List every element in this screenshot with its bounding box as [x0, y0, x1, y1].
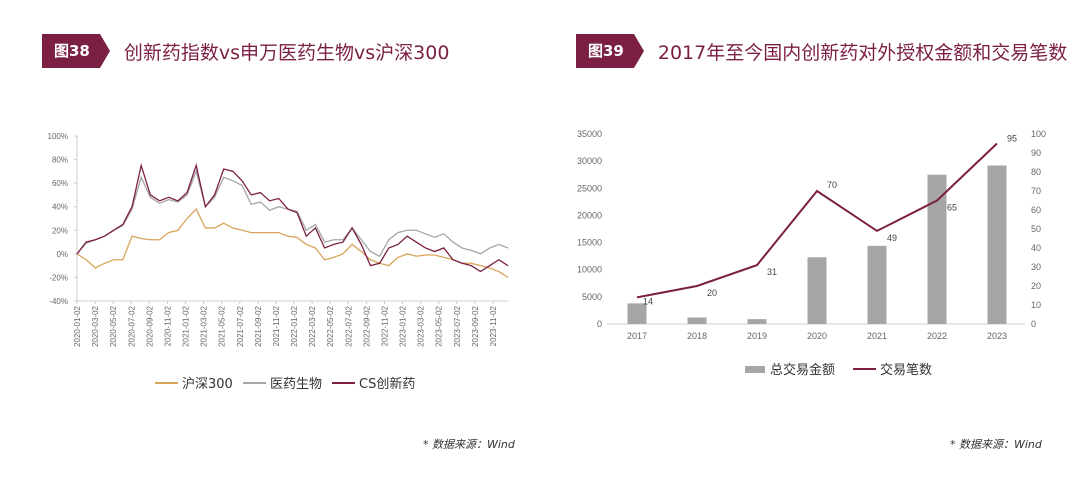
x-tick-label: 2021-01-02 [182, 305, 191, 346]
y-tick-label: 60% [52, 179, 68, 188]
right-y-tick-label: 0 [1031, 319, 1036, 329]
legend-label: 沪深300 [182, 376, 233, 392]
bar-2017 [627, 303, 647, 324]
figure39-badge: 图39 [576, 34, 644, 68]
left-y-tick-label: 5000 [582, 292, 602, 302]
x-tick-label: 2023-11-02 [489, 305, 498, 346]
x-tick-label: 2020-07-02 [127, 305, 136, 346]
data-label: 14 [643, 296, 653, 306]
legend-label: 医药生物 [270, 377, 322, 392]
x-tick-label: 2022-05-02 [326, 305, 335, 346]
bar-2018 [687, 317, 707, 324]
data-label: 65 [947, 203, 957, 213]
x-tick-label: 2017 [627, 331, 647, 341]
x-tick-label: 2023-03-02 [417, 305, 426, 346]
x-tick-label: 2020-01-02 [73, 305, 82, 346]
x-tick-label: 2020 [807, 331, 827, 341]
figure39-source: * 数据来源：Wind [950, 438, 1042, 451]
right-y-tick-label: 80 [1031, 167, 1041, 177]
y-tick-label: -40% [49, 297, 68, 306]
x-tick-label: 2020-09-02 [145, 305, 154, 346]
x-tick-label: 2021-05-02 [218, 305, 227, 346]
x-tick-label: 2021-09-02 [254, 305, 263, 346]
right-y-tick-label: 60 [1031, 205, 1041, 215]
y-tick-label: 0% [56, 250, 68, 259]
bar-2020 [807, 257, 827, 324]
left-y-tick-label: 0 [597, 319, 602, 329]
right-y-tick-label: 100 [1031, 129, 1046, 139]
x-tick-label: 2021-11-02 [272, 305, 281, 346]
left-y-tick-label: 10000 [577, 265, 602, 275]
right-y-tick-label: 90 [1031, 148, 1041, 158]
x-tick-label: 2022-01-02 [290, 305, 299, 346]
data-label: 20 [707, 288, 717, 298]
series-line-沪深300 [76, 207, 509, 278]
legend-label: 总交易金额 [770, 362, 835, 378]
right-y-tick-label: 10 [1031, 300, 1041, 310]
left-y-tick-label: 20000 [577, 210, 602, 220]
bar-2023 [987, 165, 1007, 324]
x-tick-label: 2020-11-02 [163, 305, 172, 346]
x-tick-label: 2021-03-02 [200, 305, 209, 346]
legend-swatch [745, 366, 765, 373]
x-tick-label: 2018 [687, 331, 707, 341]
bar-2022 [927, 174, 947, 324]
legend-label: 交易笔数 [880, 362, 932, 378]
series-line-CS创新药 [76, 162, 509, 273]
x-tick-label: 2022-03-02 [308, 305, 317, 346]
figure38-badge: 图38 [42, 34, 110, 68]
left-y-tick-label: 15000 [577, 238, 602, 248]
data-label: 31 [767, 267, 777, 277]
y-tick-label: 40% [52, 203, 68, 212]
y-tick-label: 80% [52, 156, 68, 165]
x-tick-label: 2021 [867, 331, 887, 341]
left-y-tick-label: 25000 [577, 183, 602, 193]
figure38-title: 创新药指数vs申万医药生物vs沪深300 [123, 41, 450, 64]
x-tick-label: 2023-09-02 [471, 305, 480, 346]
y-tick-label: 100% [48, 132, 68, 141]
x-tick-label: 2022 [927, 331, 947, 341]
data-label: 95 [1007, 134, 1017, 144]
x-tick-label: 2023-01-02 [399, 305, 408, 346]
x-tick-label: 2022-11-02 [380, 305, 389, 346]
figure39-header: 图39 2017年至今国内创新药对外授权金额和交易笔数 [576, 34, 1067, 68]
legend-label: CS创新药 [359, 376, 415, 392]
x-tick-label: 2022-09-02 [362, 305, 371, 346]
figure38-header: 图38 创新药指数vs申万医药生物vs沪深300 [42, 34, 449, 68]
x-tick-label: 2022-07-02 [344, 305, 353, 346]
x-tick-label: 2020-03-02 [91, 305, 100, 346]
y-tick-label: -20% [49, 273, 68, 282]
left-y-tick-label: 35000 [577, 129, 602, 139]
right-y-tick-label: 20 [1031, 281, 1041, 291]
data-label: 49 [887, 233, 897, 243]
data-label: 70 [827, 180, 837, 190]
x-tick-label: 2023-07-02 [453, 305, 462, 346]
x-tick-label: 2020-05-02 [109, 305, 118, 346]
figure38-source: * 数据来源：Wind [423, 438, 515, 451]
y-tick-label: 20% [52, 226, 68, 235]
x-tick-label: 2019 [747, 331, 767, 341]
right-y-tick-label: 30 [1031, 262, 1041, 272]
x-tick-label: 2021-07-02 [236, 305, 245, 346]
figure39-title: 2017年至今国内创新药对外授权金额和交易笔数 [657, 41, 1068, 64]
x-tick-label: 2023 [987, 331, 1007, 341]
left-y-tick-label: 30000 [577, 156, 602, 166]
right-y-tick-label: 40 [1031, 243, 1041, 253]
series-line-交易笔数 [636, 142, 998, 299]
right-y-tick-label: 70 [1031, 186, 1041, 196]
x-tick-label: 2023-05-02 [435, 305, 444, 346]
bar-2019 [747, 319, 767, 324]
right-y-tick-label: 50 [1031, 224, 1041, 234]
bar-2021 [867, 245, 887, 324]
series-line-医药生物 [76, 169, 509, 258]
